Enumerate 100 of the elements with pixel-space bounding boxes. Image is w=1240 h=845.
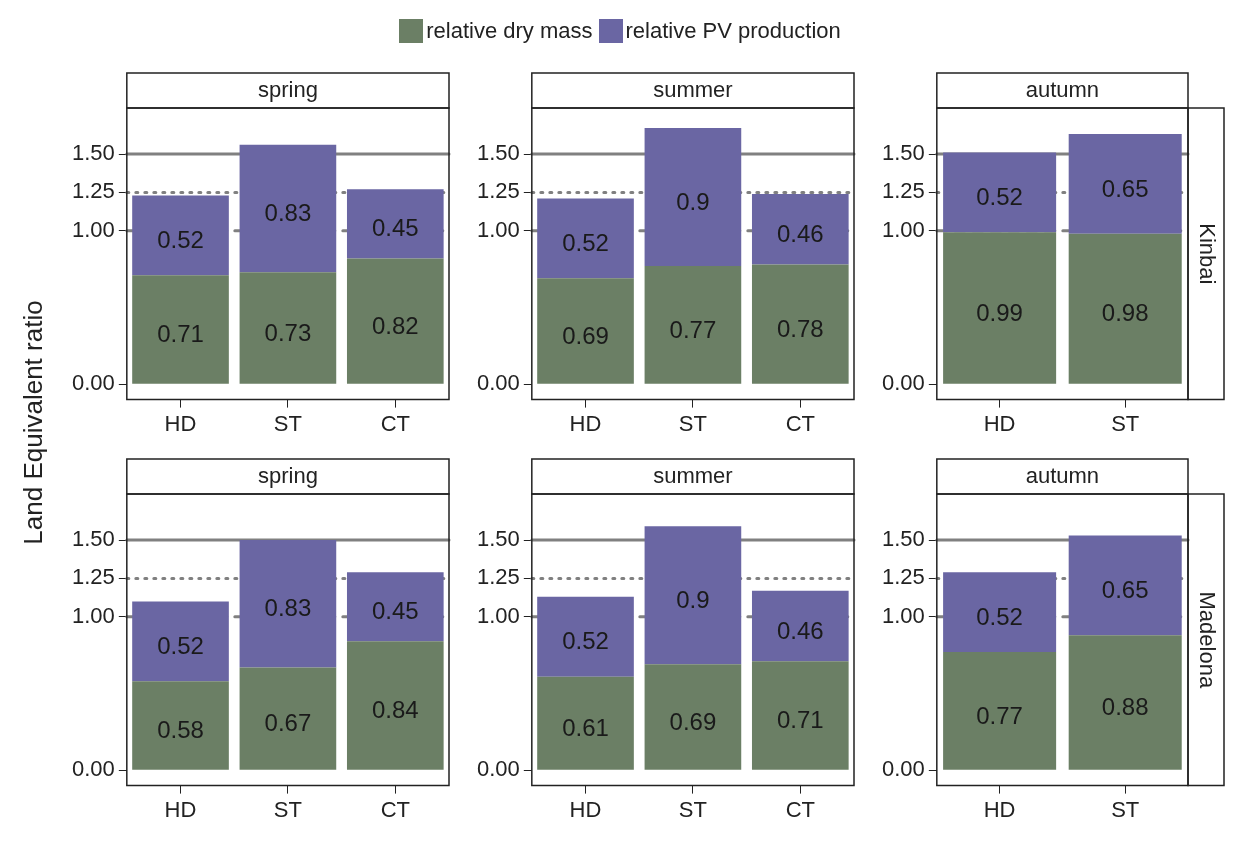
chart-title: spring <box>257 77 318 103</box>
bar <box>239 540 337 668</box>
bar <box>132 601 229 682</box>
x-tick-label: HD <box>569 796 602 822</box>
y-axis-title: Land Equivalent ratio <box>17 300 49 545</box>
y-tick-label: 1.25 <box>881 564 925 590</box>
y-tick-label: 1.50 <box>71 526 115 552</box>
x-tick-label: HD <box>569 410 602 436</box>
x-tick-label: HD <box>164 410 197 436</box>
bar <box>132 275 229 384</box>
data-label: 0.71 <box>776 706 824 734</box>
y-tick-label: 1.00 <box>476 216 520 242</box>
y-tick-label: 1.50 <box>881 526 925 552</box>
bar <box>239 272 337 384</box>
data-label: 0.65 <box>1101 174 1149 202</box>
bar <box>239 144 337 273</box>
data-label: 0.9 <box>676 187 710 215</box>
bar <box>239 667 337 770</box>
bar <box>644 526 742 665</box>
bar <box>537 596 634 677</box>
bar <box>751 661 849 770</box>
bar <box>132 681 229 770</box>
bar <box>751 590 849 662</box>
x-tick-label: HD <box>983 410 1016 436</box>
y-tick-label: 1.25 <box>71 564 115 590</box>
data-label: 0.98 <box>1101 299 1149 327</box>
data-label: 0.46 <box>776 616 824 644</box>
bar <box>1068 635 1182 770</box>
bar <box>537 676 634 770</box>
data-label: 0.65 <box>1101 575 1149 603</box>
chart-title: summer <box>653 463 733 489</box>
y-tick-label: 0.00 <box>476 756 520 782</box>
data-label: 0.52 <box>562 627 609 655</box>
bar <box>943 232 1057 384</box>
data-label: 0.99 <box>976 298 1023 326</box>
chart-title: autumn <box>1025 77 1100 103</box>
bar <box>751 264 849 384</box>
y-tick-label: 1.00 <box>476 602 520 628</box>
y-tick-label: 1.00 <box>71 216 115 242</box>
data-label: 0.46 <box>776 219 824 247</box>
data-label: 0.82 <box>371 311 419 339</box>
data-label: 0.52 <box>157 226 204 254</box>
y-tick-label: 0.00 <box>476 370 520 396</box>
data-label: 0.45 <box>371 597 419 625</box>
data-label: 0.71 <box>157 320 204 348</box>
y-tick-label: 1.00 <box>71 602 115 628</box>
y-tick-label: 1.50 <box>476 526 520 552</box>
bar <box>1068 535 1182 636</box>
bar <box>1068 134 1182 234</box>
bar <box>644 127 742 267</box>
y-tick-label: 1.50 <box>881 140 925 166</box>
bar <box>132 195 229 276</box>
data-label: 0.61 <box>562 713 609 741</box>
bar <box>346 258 444 384</box>
data-label: 0.83 <box>264 594 312 622</box>
bar <box>943 572 1057 653</box>
x-tick-label: HD <box>164 796 197 822</box>
bar <box>644 664 742 770</box>
bar <box>346 189 444 259</box>
bar <box>943 652 1057 770</box>
bar <box>644 266 742 384</box>
x-tick-label: ST <box>1111 796 1140 822</box>
data-label: 0.52 <box>976 183 1023 211</box>
x-tick-label: HD <box>983 796 1016 822</box>
data-label: 0.52 <box>157 631 204 659</box>
y-tick-label: 1.00 <box>881 602 925 628</box>
bar <box>1068 233 1182 384</box>
y-tick-label: 1.00 <box>881 216 925 242</box>
data-label: 0.58 <box>157 716 204 744</box>
legend-label: relative PV production <box>625 18 841 44</box>
x-tick-label: ST <box>1111 410 1140 436</box>
chart-title: autumn <box>1025 463 1100 489</box>
y-tick-label: 1.25 <box>476 564 520 590</box>
y-tick-label: 1.25 <box>71 178 115 204</box>
x-tick-label: ST <box>678 796 707 822</box>
bar <box>751 193 849 265</box>
data-label: 0.52 <box>562 229 609 257</box>
data-label: 0.77 <box>976 701 1023 729</box>
y-tick-label: 0.00 <box>881 756 925 782</box>
x-tick-label: ST <box>678 410 707 436</box>
x-tick-label: CT <box>380 410 410 436</box>
data-label: 0.88 <box>1101 693 1149 721</box>
data-label: 0.78 <box>776 314 824 342</box>
y-tick-label: 0.00 <box>71 756 115 782</box>
bar <box>537 278 634 384</box>
data-label: 0.77 <box>669 315 717 343</box>
data-label: 0.9 <box>676 585 710 613</box>
data-label: 0.67 <box>264 709 312 737</box>
data-label: 0.69 <box>562 321 609 349</box>
bar <box>346 641 444 770</box>
text: Kinbai <box>1194 223 1220 285</box>
bar <box>346 572 444 642</box>
x-tick-label: ST <box>273 410 302 436</box>
y-tick-label: 1.25 <box>881 178 925 204</box>
y-tick-label: 1.25 <box>476 178 520 204</box>
data-label: 0.84 <box>371 696 419 724</box>
x-tick-label: ST <box>273 796 302 822</box>
bar <box>537 198 634 279</box>
y-tick-label: 0.00 <box>881 370 925 396</box>
y-tick-label: 1.50 <box>476 140 520 166</box>
